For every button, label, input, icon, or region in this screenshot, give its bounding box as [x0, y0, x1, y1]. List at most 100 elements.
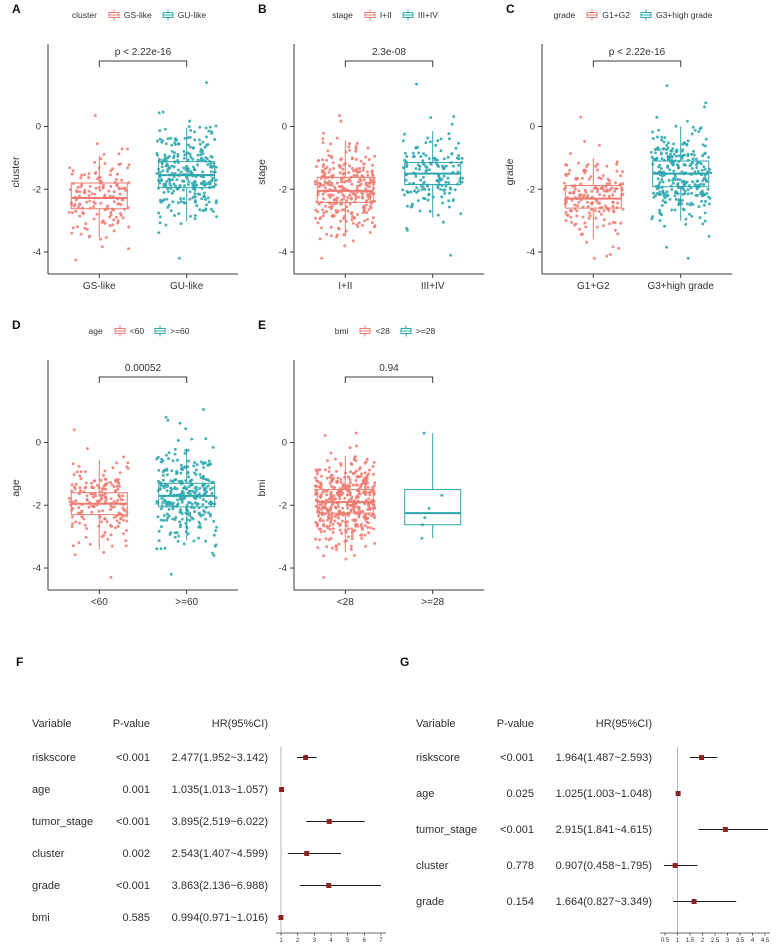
- forest-plot-multivariate-1: Variable P-value HR(95%CI) riskscore <0.001 2…: [32, 718, 386, 944]
- y-tick-label: -2: [279, 500, 287, 511]
- y-tick-label: -4: [33, 247, 41, 258]
- forest-hr-ci: 1.035(1.013~1.057): [172, 784, 268, 796]
- forest-variable: age: [416, 788, 434, 800]
- forest-variable: tumor_stage: [416, 824, 477, 836]
- forest-variable: cluster: [32, 848, 65, 860]
- significance-bracket: [98, 60, 188, 67]
- significance-bracket: [98, 376, 188, 383]
- boxplot-legend-icon: [400, 325, 412, 337]
- legend: stage I+II III+IV: [254, 2, 494, 28]
- y-tick-label: 0: [282, 437, 287, 448]
- boxplot-legend-icon: [114, 325, 126, 337]
- forest-x-tick-label: 5: [346, 938, 350, 944]
- significance-bracket: [344, 376, 434, 383]
- col-header-pvalue: P-value: [497, 718, 534, 730]
- y-tick-label: 0: [282, 121, 287, 132]
- p-value-label: 0.00052: [125, 363, 162, 374]
- forest-variable: riskscore: [32, 752, 76, 764]
- forest-variable: grade: [32, 880, 60, 892]
- y-tick-label: -2: [33, 500, 41, 511]
- legend-label: I+II: [379, 10, 392, 20]
- panel-A: A cluster GS-like GU-like 0 -2 -4 cluster GS…: [8, 2, 248, 302]
- p-value-label: p < 2.22e-16: [115, 47, 172, 58]
- jitter-points: [420, 431, 444, 540]
- y-tick-label: -2: [527, 184, 535, 195]
- y-tick-label: 0: [36, 121, 41, 132]
- y-axis-title: bmi: [256, 480, 268, 497]
- col-header-hr: HR(95%CI): [212, 718, 268, 730]
- legend-item: >=28: [399, 325, 435, 337]
- panel-letter: F: [16, 655, 24, 669]
- hr-marker: [303, 755, 309, 760]
- boxplot-chart-bmi: 0 -2 -4 bmi <28 >=28 0.94: [256, 360, 484, 608]
- boxplot-legend-icon: [162, 9, 174, 21]
- boxplot-chart-stage: 0 -2 -4 stage I+II III+IV 2.3e-08: [256, 44, 484, 292]
- forest-x-tick-label: 1: [279, 938, 283, 944]
- forest-hr-ci: 1.025(1.003~1.048): [556, 788, 652, 800]
- forest-x-tick-label: 2.5: [711, 938, 720, 944]
- forest-hr-ci: 1.664(0.827~3.349): [556, 896, 652, 908]
- hr-marker: [326, 883, 332, 888]
- legend-label: >=28: [415, 326, 436, 336]
- x-category-label: <60: [91, 597, 108, 608]
- panel-G: G Variable P-value HR(95%CI) riskscore <0.00…: [396, 655, 776, 947]
- forest-variable: age: [32, 784, 50, 796]
- panel-letter: C: [506, 2, 515, 16]
- forest-pvalue: <0.001: [116, 816, 150, 828]
- legend-item: GS-like: [107, 9, 152, 21]
- y-tick-label: -4: [33, 563, 41, 574]
- hr-marker: [672, 863, 678, 868]
- forest-x-tick-label: 1.5: [686, 938, 695, 944]
- x-category-label: >=60: [175, 597, 198, 608]
- x-category-label: G1+G2: [577, 281, 610, 292]
- p-value-label: 2.3e-08: [372, 47, 406, 58]
- y-tick-label: -4: [279, 247, 287, 258]
- significance-bracket: [344, 60, 434, 67]
- hr-marker: [699, 755, 705, 760]
- forest-x-tick-label: 1: [676, 938, 680, 944]
- forest-variable: bmi: [32, 912, 50, 924]
- panel-letter: E: [258, 318, 267, 332]
- forest-x-tick-label: 3.5: [736, 938, 745, 944]
- legend-title: age: [88, 326, 103, 336]
- forest-variable: cluster: [416, 860, 449, 872]
- legend-label: >=60: [170, 326, 190, 336]
- y-axis-title: stage: [256, 159, 268, 185]
- forest-x-tick-label: 4: [751, 938, 755, 944]
- x-category-label: GU-like: [170, 281, 204, 292]
- hr-marker: [722, 827, 728, 832]
- x-category-label: G3+high grade: [647, 281, 714, 292]
- legend-item: >=60: [153, 325, 190, 337]
- panel-letter: D: [12, 318, 21, 332]
- y-tick-label: -4: [527, 247, 535, 258]
- forest-pvalue: 0.154: [506, 896, 534, 908]
- col-header-hr: HR(95%CI): [596, 718, 652, 730]
- panel-E: E bmi <28 >=28 0 -2 -4 bmi <28 >=28 0.94: [254, 318, 494, 618]
- legend: grade G1+G2 G3+high grade: [502, 2, 742, 28]
- forest-pvalue: <0.001: [500, 752, 534, 764]
- legend-label: III+IV: [417, 10, 438, 20]
- legend-label: <28: [375, 326, 390, 336]
- box: [564, 184, 622, 209]
- hr-marker: [675, 791, 681, 796]
- boxplot-legend-icon: [402, 9, 414, 21]
- legend-label: G3+high grade: [655, 10, 713, 20]
- legend-item: I+II: [363, 9, 392, 21]
- forest-pvalue: <0.001: [500, 824, 534, 836]
- boxplot-chart-cluster: 0 -2 -4 cluster GS-like GU-like p < 2.22e-16: [10, 44, 238, 292]
- panel-letter: G: [400, 655, 410, 669]
- panel-C: C grade G1+G2 G3+high grade 0 -2 -4 grade G1…: [502, 2, 742, 302]
- x-category-label: GS-like: [83, 281, 116, 292]
- forest-x-tick-label: 2: [701, 938, 705, 944]
- jitter-points: [649, 84, 713, 260]
- p-value-label: p < 2.22e-16: [609, 47, 666, 58]
- col-header-pvalue: P-value: [113, 718, 150, 730]
- x-category-label: III+IV: [421, 281, 445, 292]
- forest-pvalue: <0.001: [116, 752, 150, 764]
- boxplot-chart-grade: 0 -2 -4 grade G1+G2 G3+high grade p < 2.22e-16: [504, 44, 732, 292]
- legend-item: G3+high grade: [639, 9, 712, 21]
- forest-hr-ci: 3.863(2.136~6.988): [172, 880, 268, 892]
- p-value-label: 0.94: [379, 363, 399, 374]
- x-category-label: <28: [337, 597, 354, 608]
